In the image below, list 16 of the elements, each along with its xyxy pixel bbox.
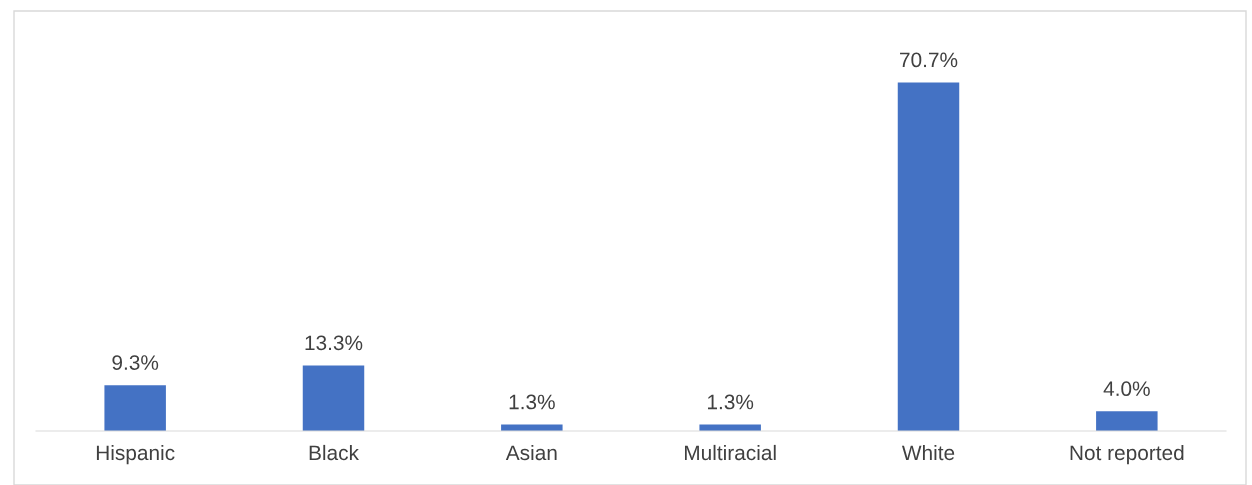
data-label: 1.3%: [708, 394, 754, 410]
data-label: 13.3%: [305, 335, 363, 351]
x-tick-label: Hispanic: [96, 444, 175, 465]
bar: [897, 82, 960, 431]
bar: [302, 365, 365, 431]
data-label: 4.0%: [1103, 381, 1150, 397]
data-label: 1.3%: [509, 394, 555, 410]
x-tick-label: Not reported: [1070, 444, 1184, 465]
x-tick-label: Black: [309, 444, 359, 461]
x-tick-label: Asian: [505, 444, 557, 461]
data-label: 9.3%: [112, 355, 159, 370]
bar: [104, 385, 166, 431]
x-tick-label: Multiracial: [684, 444, 776, 461]
bar: [1096, 411, 1158, 431]
x-tick-label: White: [901, 444, 955, 461]
data-label: 70.7%: [900, 52, 958, 68]
